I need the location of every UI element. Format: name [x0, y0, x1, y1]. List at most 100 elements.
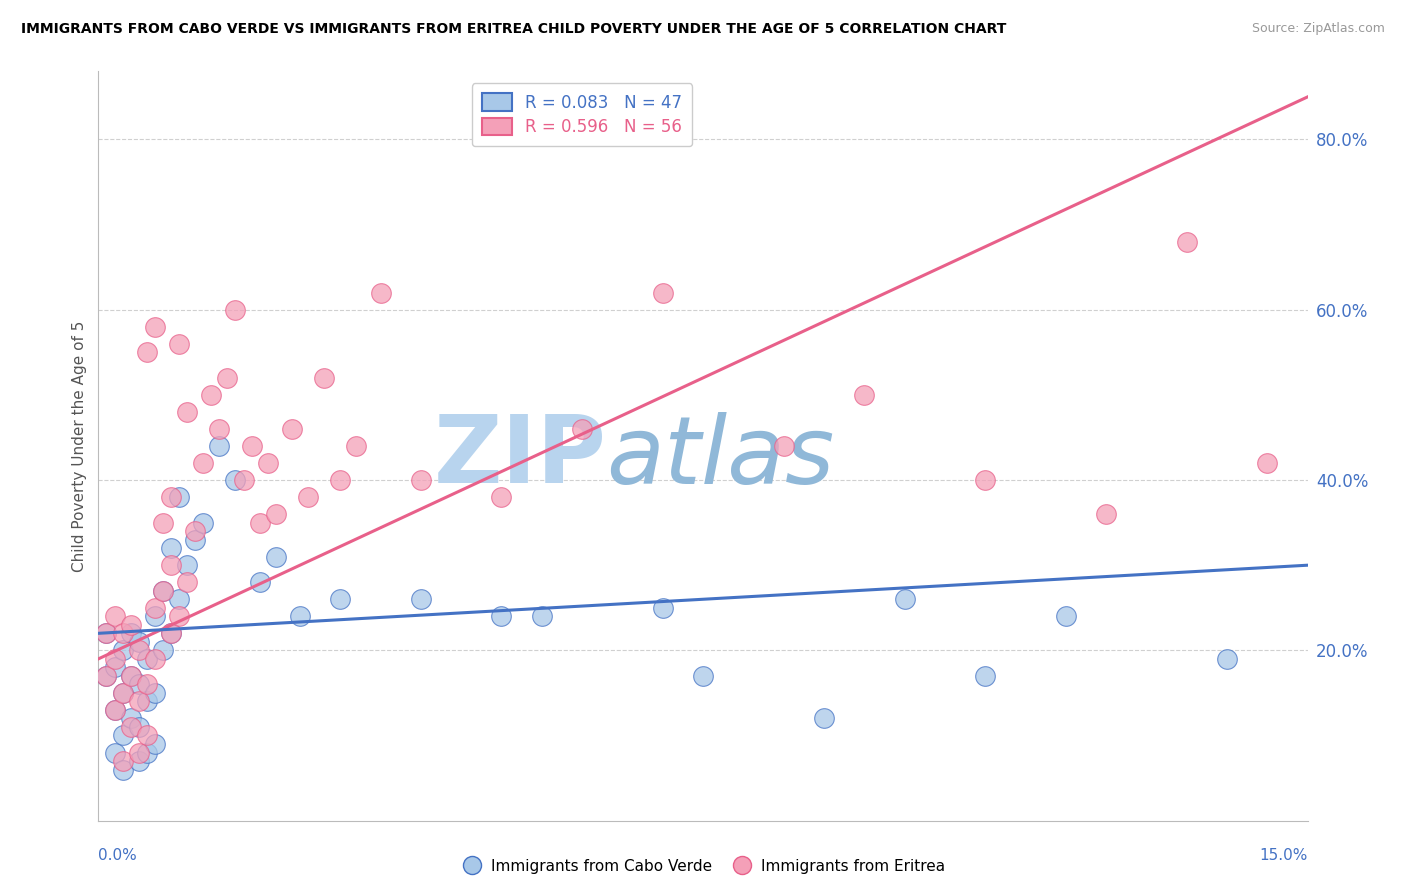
Point: [974, 669, 997, 683]
Point: [249, 516, 271, 530]
Point: [184, 533, 207, 547]
Point: [143, 319, 166, 334]
Point: [651, 285, 673, 300]
Point: [224, 302, 246, 317]
Point: [772, 439, 794, 453]
Point: [232, 473, 254, 487]
Y-axis label: Child Poverty Under the Age of 5: Child Poverty Under the Age of 5: [72, 320, 87, 572]
Point: [491, 609, 513, 624]
Point: [853, 388, 876, 402]
Point: [135, 345, 157, 359]
Point: [128, 746, 150, 760]
Point: [135, 694, 157, 708]
Point: [813, 711, 835, 725]
Point: [111, 686, 134, 700]
Point: [111, 754, 134, 768]
Point: [103, 609, 125, 624]
Point: [120, 626, 142, 640]
Point: [167, 490, 190, 504]
Point: [974, 473, 997, 487]
Point: [344, 439, 367, 453]
Point: [111, 729, 134, 743]
Point: [135, 729, 157, 743]
Point: [128, 677, 150, 691]
Point: [224, 473, 246, 487]
Point: [1095, 507, 1118, 521]
Point: [217, 371, 239, 385]
Point: [160, 541, 183, 556]
Point: [96, 669, 118, 683]
Point: [200, 388, 222, 402]
Point: [143, 686, 166, 700]
Text: Source: ZipAtlas.com: Source: ZipAtlas.com: [1251, 22, 1385, 36]
Point: [176, 558, 198, 573]
Point: [103, 703, 125, 717]
Point: [530, 609, 553, 624]
Point: [692, 669, 714, 683]
Point: [111, 643, 134, 657]
Point: [111, 763, 134, 777]
Point: [176, 575, 198, 590]
Point: [103, 660, 125, 674]
Point: [208, 422, 231, 436]
Point: [96, 669, 118, 683]
Point: [143, 737, 166, 751]
Point: [1256, 456, 1278, 470]
Point: [314, 371, 336, 385]
Point: [256, 456, 278, 470]
Point: [103, 652, 125, 666]
Point: [264, 549, 287, 564]
Point: [208, 439, 231, 453]
Point: [249, 575, 271, 590]
Point: [152, 643, 174, 657]
Point: [240, 439, 263, 453]
Point: [176, 405, 198, 419]
Point: [96, 626, 118, 640]
Point: [409, 473, 432, 487]
Legend: R = 0.083   N = 47, R = 0.596   N = 56: R = 0.083 N = 47, R = 0.596 N = 56: [472, 84, 692, 146]
Text: IMMIGRANTS FROM CABO VERDE VS IMMIGRANTS FROM ERITREA CHILD POVERTY UNDER THE AG: IMMIGRANTS FROM CABO VERDE VS IMMIGRANTS…: [21, 22, 1007, 37]
Point: [167, 609, 190, 624]
Text: ZIP: ZIP: [433, 411, 606, 503]
Point: [120, 669, 142, 683]
Point: [135, 652, 157, 666]
Point: [1216, 652, 1239, 666]
Point: [103, 746, 125, 760]
Point: [135, 677, 157, 691]
Point: [893, 592, 915, 607]
Point: [152, 516, 174, 530]
Point: [135, 746, 157, 760]
Point: [103, 703, 125, 717]
Point: [329, 473, 352, 487]
Point: [143, 600, 166, 615]
Point: [1054, 609, 1077, 624]
Point: [651, 600, 673, 615]
Point: [264, 507, 287, 521]
Point: [167, 336, 190, 351]
Point: [571, 422, 593, 436]
Point: [120, 617, 142, 632]
Text: atlas: atlas: [606, 412, 835, 503]
Point: [329, 592, 352, 607]
Point: [152, 583, 174, 598]
Point: [167, 592, 190, 607]
Point: [184, 524, 207, 538]
Point: [297, 490, 319, 504]
Point: [1175, 235, 1198, 249]
Point: [193, 456, 215, 470]
Point: [111, 626, 134, 640]
Point: [370, 285, 392, 300]
Point: [288, 609, 311, 624]
Point: [128, 720, 150, 734]
Point: [160, 490, 183, 504]
Point: [160, 626, 183, 640]
Point: [96, 626, 118, 640]
Point: [143, 609, 166, 624]
Text: 15.0%: 15.0%: [1260, 847, 1308, 863]
Point: [491, 490, 513, 504]
Point: [128, 754, 150, 768]
Point: [193, 516, 215, 530]
Point: [409, 592, 432, 607]
Point: [128, 643, 150, 657]
Point: [111, 686, 134, 700]
